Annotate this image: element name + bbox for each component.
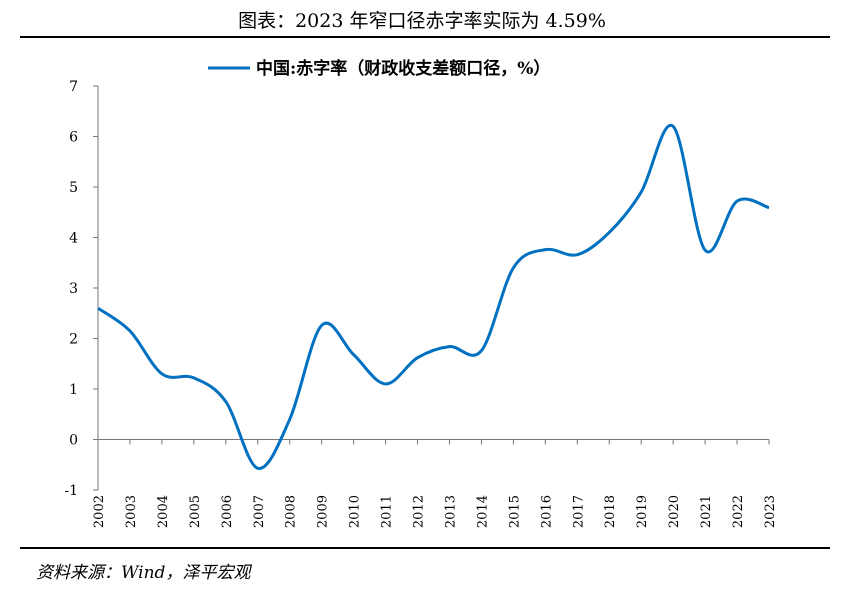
y-tick-label: 1 [69,382,78,398]
x-tick-label: 2012 [412,495,427,528]
y-tick-label: 2 [69,332,78,348]
x-tick-label: 2023 [763,495,778,528]
x-tick-label: 2003 [124,495,139,528]
legend-label: 中国:赤字率（财政收支差额口径，%） [256,58,550,79]
y-tick-label: 3 [69,281,78,297]
x-tick-label: 2009 [316,495,331,528]
x-tick-label: 2006 [220,495,235,528]
top-rule [20,36,830,38]
x-tick-label: 2022 [731,495,746,528]
y-tick-label: -1 [64,483,78,499]
y-tick-label: 5 [69,180,78,196]
x-tick-label: 2016 [539,495,554,528]
x-tick-label: 2013 [443,495,458,528]
x-tick-label: 2011 [380,495,395,528]
series-line [97,123,770,470]
x-tick-label: 2018 [603,495,618,528]
y-tick-label: 6 [69,130,78,146]
x-tick-label: 2019 [635,495,650,528]
figure-title: 图表：2023 年窄口径赤字率实际为 4.59% [238,10,606,32]
x-tick-label: 2020 [667,495,682,528]
source-note: 资料来源：Wind，泽平宏观 [36,563,251,583]
y-tick-label: 4 [69,231,78,247]
x-tick-label: 2021 [699,495,714,528]
y-tick-label: 0 [69,433,78,449]
x-tick-label: 2010 [348,495,363,528]
x-tick-label: 2017 [571,495,586,528]
y-tick-label: 7 [69,79,78,95]
x-tick-label: 2008 [284,495,299,528]
x-tick-label: 2007 [252,495,267,528]
x-tick-label: 2002 [92,495,107,528]
x-tick-label: 2005 [188,495,203,528]
x-tick-label: 2015 [507,495,522,528]
bottom-rule [20,547,830,549]
x-tick-label: 2014 [475,495,490,528]
x-tick-label: 2004 [156,495,171,528]
